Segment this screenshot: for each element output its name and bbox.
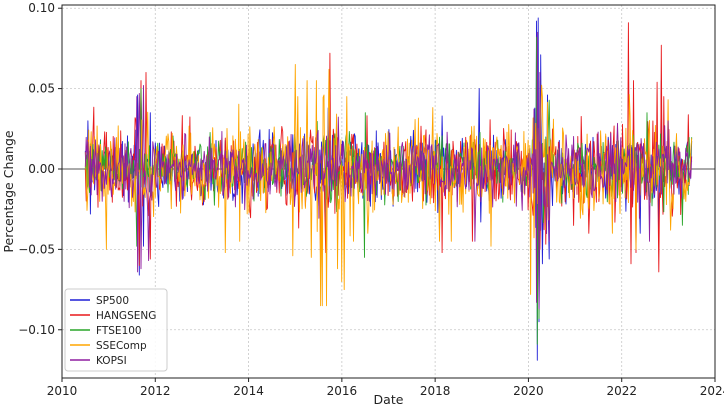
series-line-kopsi — [84, 31, 693, 310]
x-tick-label: 2010 — [47, 384, 78, 398]
x-tick-label: 2016 — [327, 384, 358, 398]
x-tick-label: 2022 — [606, 384, 637, 398]
legend-label: FTSE100 — [96, 325, 142, 337]
legend-label: KOPSI — [96, 355, 127, 367]
x-axis-ticks: 2010 2012 2014 2016 2018 2020 2022 2024 — [47, 378, 724, 398]
legend-label: HANGSENG — [96, 310, 156, 322]
y-tick-label: −0.05 — [18, 242, 55, 256]
x-axis-label: Date — [374, 392, 404, 407]
series-layer — [84, 17, 693, 361]
y-axis-ticks: −0.10 −0.05 0.00 0.05 0.10 — [18, 1, 62, 337]
x-tick-label: 2014 — [233, 384, 264, 398]
legend-label: SSEComp — [96, 340, 147, 352]
x-tick-label: 2024 — [700, 384, 724, 398]
legend: SP500 HANGSENG FTSE100 SSEComp KOPSI — [64, 288, 168, 372]
plot-frame — [61, 4, 716, 379]
y-tick-label: −0.10 — [18, 323, 55, 337]
y-tick-label: 0.05 — [28, 82, 55, 96]
legend-label: SP500 — [96, 295, 129, 307]
y-tick-label: 0.10 — [28, 1, 55, 15]
x-tick-label: 2012 — [140, 384, 171, 398]
y-tick-label: 0.00 — [28, 162, 55, 176]
x-tick-label: 2018 — [420, 384, 451, 398]
x-tick-label: 2020 — [513, 384, 544, 398]
y-axis-label: Percentage Change — [1, 130, 16, 252]
legend-box — [64, 288, 168, 372]
